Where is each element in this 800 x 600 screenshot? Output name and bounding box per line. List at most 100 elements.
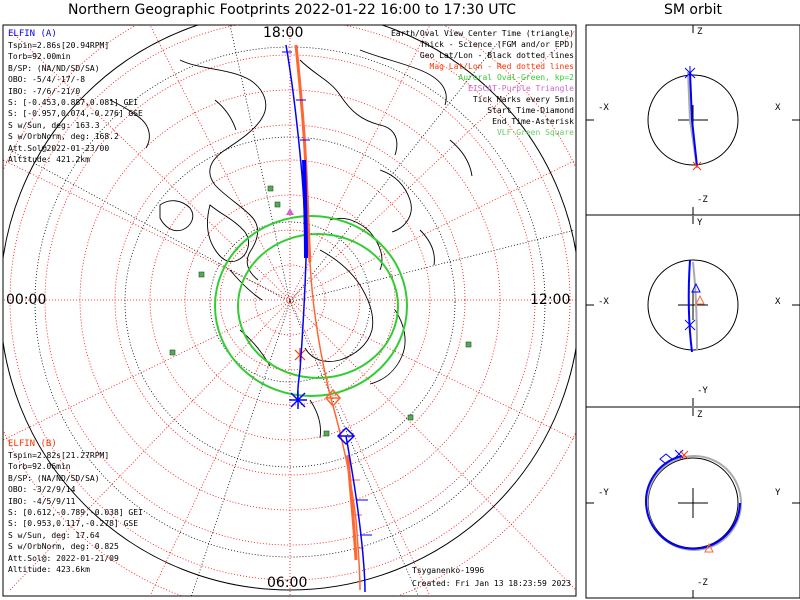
map-label-right: 12:00 xyxy=(530,292,571,308)
legend-item: Tick Marks every 5min xyxy=(472,95,574,104)
orbit-panel-xz xyxy=(586,25,800,215)
elfin-a-line: Tspin=2.86s[20.94RPM] xyxy=(8,41,110,50)
elfin-b-line: S w/Sun, deg: 17.64 xyxy=(8,530,100,540)
legend-item: Mag Lat/Lon - Red dotted lines xyxy=(429,62,575,71)
auroral-oval xyxy=(214,215,408,397)
elfin-a-ticks xyxy=(282,51,372,536)
elfin-a-diamond xyxy=(659,453,673,465)
model-label: Tsyganenko-1996 xyxy=(412,566,485,575)
elfin-b-line: S w/OrbNorm, deg: 0.825 xyxy=(8,542,119,552)
elfin-b-line: IBO: -4/5/9/11 xyxy=(8,496,76,506)
elfin-a-line: S w/Sun, deg: 163.3 xyxy=(8,120,100,130)
elfin-b-line: Altitude: 423.6km xyxy=(8,564,90,574)
elfin-a-line: Att.Sol@2022-01-23/00 xyxy=(8,143,110,153)
panel1-bottom-label: -Z xyxy=(697,195,708,205)
elfin-b-line: B/SP: (NA/ND/SD/SA) xyxy=(8,473,100,483)
z-axis-ticks xyxy=(586,408,800,598)
coastlines xyxy=(109,49,473,439)
vlf-square xyxy=(407,414,414,421)
elfin-a-start-diamond xyxy=(336,426,356,446)
legend-item: Auroral Oval-Green, kp=2 xyxy=(458,73,574,82)
globe-outline xyxy=(3,25,576,591)
elfin-a-line: Torb=92.00min xyxy=(8,52,71,62)
page-title: Northern Geographic Footprints 2022-01-2… xyxy=(67,2,517,18)
elfin-a-orbit xyxy=(687,259,693,353)
elfin-b-line: Att.Sol@: 2022-01-21/09 xyxy=(8,553,119,563)
elfin-a-marker xyxy=(684,319,696,331)
elfin-b-line: S: [0.953,0.117,-0.278] GSE xyxy=(8,519,139,529)
elfin-a-track xyxy=(285,44,366,593)
vlf-stations xyxy=(169,185,472,437)
elfin-b-marker xyxy=(679,450,689,460)
earth-circle xyxy=(647,259,739,351)
elfin-b-end-asterisk xyxy=(294,348,306,362)
panel2-right-label: X xyxy=(775,297,781,307)
legend-item: End Time-Asterisk xyxy=(492,117,574,126)
panel1-right-label: X xyxy=(775,103,781,113)
elfin-b-info: ELFIN (B) Tspin=2.82s[21.27RPM] Torb=92.… xyxy=(8,440,168,577)
panel2-top-label: Y xyxy=(697,218,703,228)
elfin-a-line: Altitude: 421.2km xyxy=(8,154,90,164)
panel1-left-label: -X xyxy=(598,103,609,113)
panel3-top-label: Z xyxy=(697,410,703,420)
mag-grid xyxy=(3,25,576,596)
created-label: Created: Fri Jan 13 18:23:59 2023 xyxy=(412,579,571,588)
vlf-square xyxy=(169,349,176,356)
elfin-b-line: OBO: -3/2/9/14 xyxy=(8,485,76,495)
elfin-a-end-asterisk xyxy=(289,391,307,409)
vlf-square xyxy=(267,185,274,192)
panel3-right-label: Y xyxy=(775,488,781,498)
y-axis-ticks xyxy=(586,216,800,406)
elfin-a-orbit xyxy=(689,71,698,167)
elfin-b-line: Torb=92.06min xyxy=(8,462,71,472)
elfin-a-line: OBO: -5/4/-17/-8 xyxy=(8,75,86,85)
elfin-b-line: S: [0.612,-0.789,-0.038] GEI xyxy=(8,507,143,517)
elfin-a-triangle xyxy=(691,282,701,293)
vlf-square xyxy=(465,341,472,348)
elfin-b-orbit xyxy=(692,261,698,351)
elfin-a-marker xyxy=(684,66,696,80)
orbit-title: SM orbit xyxy=(663,2,722,18)
elfin-b-track xyxy=(294,44,361,591)
legend-item: Start Time-Diamond xyxy=(487,106,574,115)
legend-item: EISCAT-Purple Triangle xyxy=(468,84,574,93)
elfin-a-line: S: [-0.957,0.074,-0.276] GSE xyxy=(8,109,143,119)
elfin-b-marker xyxy=(692,161,702,171)
panel1-top-label: Z xyxy=(697,27,703,37)
panel3-left-label: -Y xyxy=(598,488,609,498)
earth-circle xyxy=(647,74,739,166)
elfin-b-name: ELFIN (B) xyxy=(8,439,57,449)
map-label-left: 00:00 xyxy=(6,292,47,308)
legend-item: Thick - Science (FGM and/or EPD) xyxy=(419,40,574,49)
panel3-bottom-label: -Z xyxy=(697,578,708,588)
map-label-top: 18:00 xyxy=(263,25,304,41)
legend-item: Earth/Oval View Center Time (triangle) xyxy=(390,29,574,38)
elfin-b-line: Tspin=2.82s[21.27RPM] xyxy=(8,451,110,460)
elfin-a-line: S: [-0.453,0.887,0.081] GEI xyxy=(8,97,139,107)
elfin-a-line: B/SP: (NA/ND/SD/SA) xyxy=(8,63,100,73)
vlf-square xyxy=(323,430,330,437)
elfin-b-triangle xyxy=(704,542,714,553)
map-label-bottom: 06:00 xyxy=(267,575,308,591)
elfin-b-start-diamond xyxy=(325,388,341,408)
vlf-square xyxy=(198,271,205,278)
elfin-a-info: ELFIN (A) Tspin=2.86s[20.94RPM] Torb=92.… xyxy=(8,30,168,167)
panel2-left-label: -X xyxy=(598,297,609,307)
legend-item: Geo Lat/Lon - Black dotted lines xyxy=(419,51,574,60)
elfin-b-triangle xyxy=(695,294,705,305)
orbit-panel-yz xyxy=(586,408,800,598)
elfin-a-line: S w/OrbNorm, deg: 168.2 xyxy=(8,132,119,142)
elfin-a-name: ELFIN (A) xyxy=(8,29,57,39)
elfin-a-line: IBO: -7/6/-21/0 xyxy=(8,86,81,96)
map-frame xyxy=(2,24,577,597)
x-axis-ticks xyxy=(586,25,800,215)
legend-item: VLF-Green Square xyxy=(496,128,574,137)
panel2-bottom-label: -Y xyxy=(697,386,708,396)
vlf-square xyxy=(274,201,281,208)
elfin-a-orbit xyxy=(645,455,741,550)
eiscat-triangle xyxy=(286,208,294,215)
orbit-panel-xy xyxy=(586,216,800,406)
legend: Earth/Oval View Center Time (triangle) T… xyxy=(374,30,574,140)
